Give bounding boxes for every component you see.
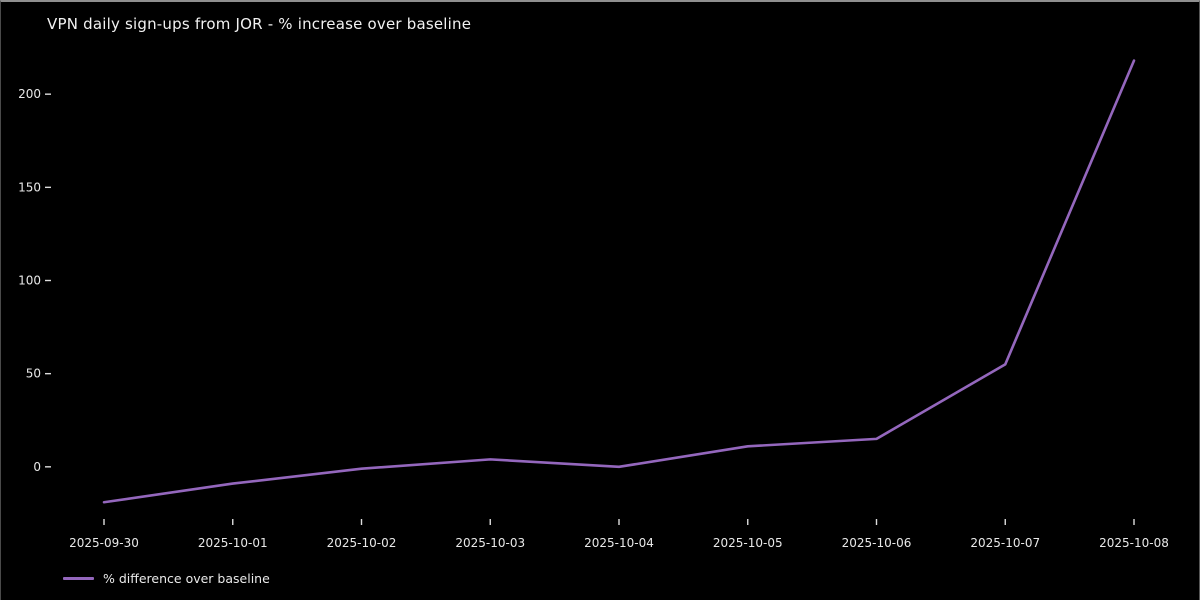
y-tick-label: 100	[18, 274, 41, 288]
legend-label: % difference over baseline	[103, 570, 270, 586]
y-tick-label: 0	[33, 460, 41, 474]
x-tick-label: 2025-10-03	[455, 536, 525, 550]
x-tick-label: 2025-10-01	[198, 536, 268, 550]
chart-title: VPN daily sign-ups from JOR - % increase…	[47, 15, 472, 33]
y-tick-label: 50	[26, 367, 41, 381]
legend-line-swatch	[63, 576, 94, 580]
x-tick-label: 2025-10-05	[713, 536, 783, 550]
legend: % difference over baseline	[63, 569, 270, 587]
x-tick-label: 2025-10-07	[970, 536, 1040, 550]
x-tick-label: 2025-10-02	[327, 536, 397, 550]
x-tick-label: 2025-10-08	[1099, 536, 1169, 550]
x-tick-label: 2025-10-04	[584, 536, 654, 550]
y-tick-label: 200	[18, 87, 41, 101]
x-tick-label: 2025-09-30	[69, 536, 139, 550]
x-tick-label: 2025-10-06	[842, 536, 912, 550]
series-line	[102, 59, 1136, 504]
y-tick-label: 150	[18, 180, 41, 194]
